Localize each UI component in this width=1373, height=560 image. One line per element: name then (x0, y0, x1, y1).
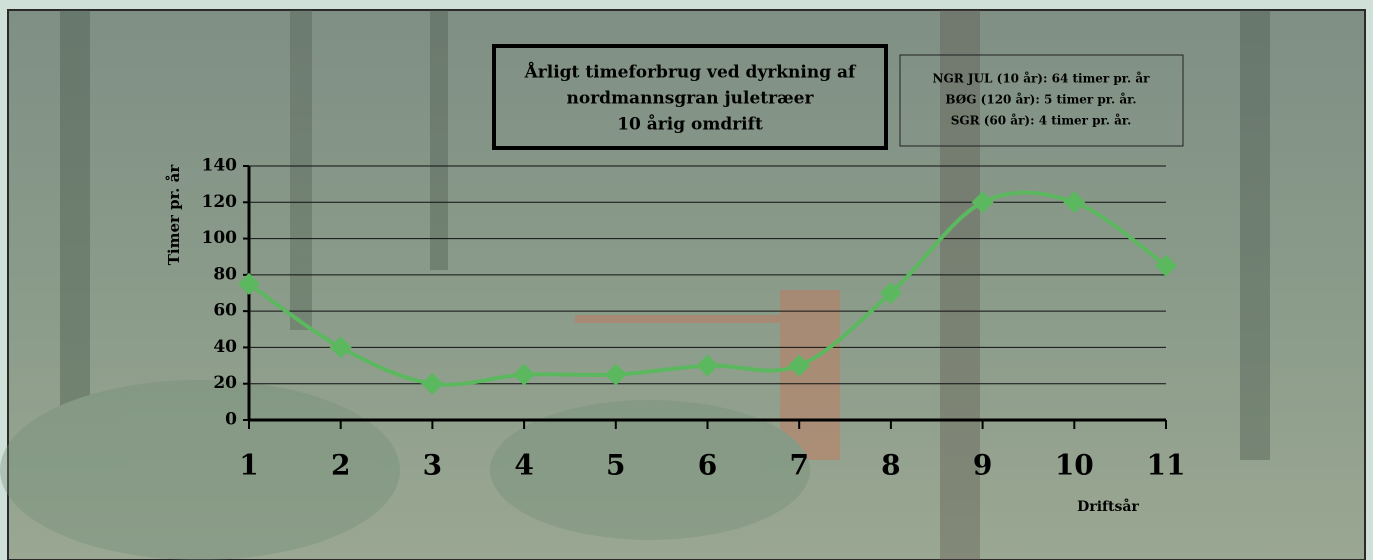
y-tick-label: 100 (202, 228, 238, 248)
chart-title: 10 årig omdrift (617, 114, 763, 135)
photo-background (7, 9, 1366, 560)
data-marker (238, 272, 260, 295)
data-marker (971, 191, 994, 214)
data-marker (788, 354, 811, 377)
x-tick-label: 8 (881, 449, 900, 482)
x-tick-label: 3 (423, 449, 442, 482)
x-axis-label: Driftsår (1077, 497, 1139, 515)
x-tick-label: 7 (789, 449, 808, 482)
note-box (899, 54, 1184, 147)
y-tick-label: 80 (213, 264, 237, 284)
data-marker (604, 363, 627, 386)
chart-title: nordmannsgran juletræer (567, 89, 815, 109)
x-tick-label: 10 (1055, 449, 1094, 482)
data-marker (1063, 191, 1086, 214)
y-tick-label: 140 (202, 156, 238, 176)
x-tick-label: 2 (331, 449, 350, 482)
data-marker (513, 363, 536, 386)
data-marker (329, 336, 352, 359)
annotation: NGR JUL (10 år): 64 timer pr. år (933, 71, 1151, 86)
annotation: SGR (60 år): 4 timer pr. år. (951, 113, 1132, 128)
y-tick-label: 120 (202, 192, 238, 212)
chart-title: Årligt timeforbrug ved dyrkning af (524, 61, 857, 83)
data-marker (1155, 254, 1177, 277)
y-axis-label: Timer pr. år (165, 164, 183, 266)
data-marker (696, 354, 719, 377)
x-tick-label: 9 (973, 449, 992, 482)
data-marker (879, 282, 902, 304)
x-tick-label: 1 (239, 449, 258, 482)
y-tick-label: 40 (213, 337, 237, 357)
data-marker (421, 372, 444, 395)
trees (0, 10, 1270, 560)
x-tick-label: 5 (606, 449, 625, 482)
y-tick-label: 60 (213, 301, 237, 321)
annotation: BØG (120 år): 5 timer pr. år. (945, 92, 1136, 107)
title-box (492, 44, 888, 150)
x-tick-label: 6 (698, 449, 717, 482)
x-tick-label: 11 (1147, 449, 1186, 482)
y-tick-label: 20 (213, 373, 237, 393)
y-tick-label: 0 (225, 410, 237, 430)
x-tick-label: 4 (514, 449, 533, 482)
